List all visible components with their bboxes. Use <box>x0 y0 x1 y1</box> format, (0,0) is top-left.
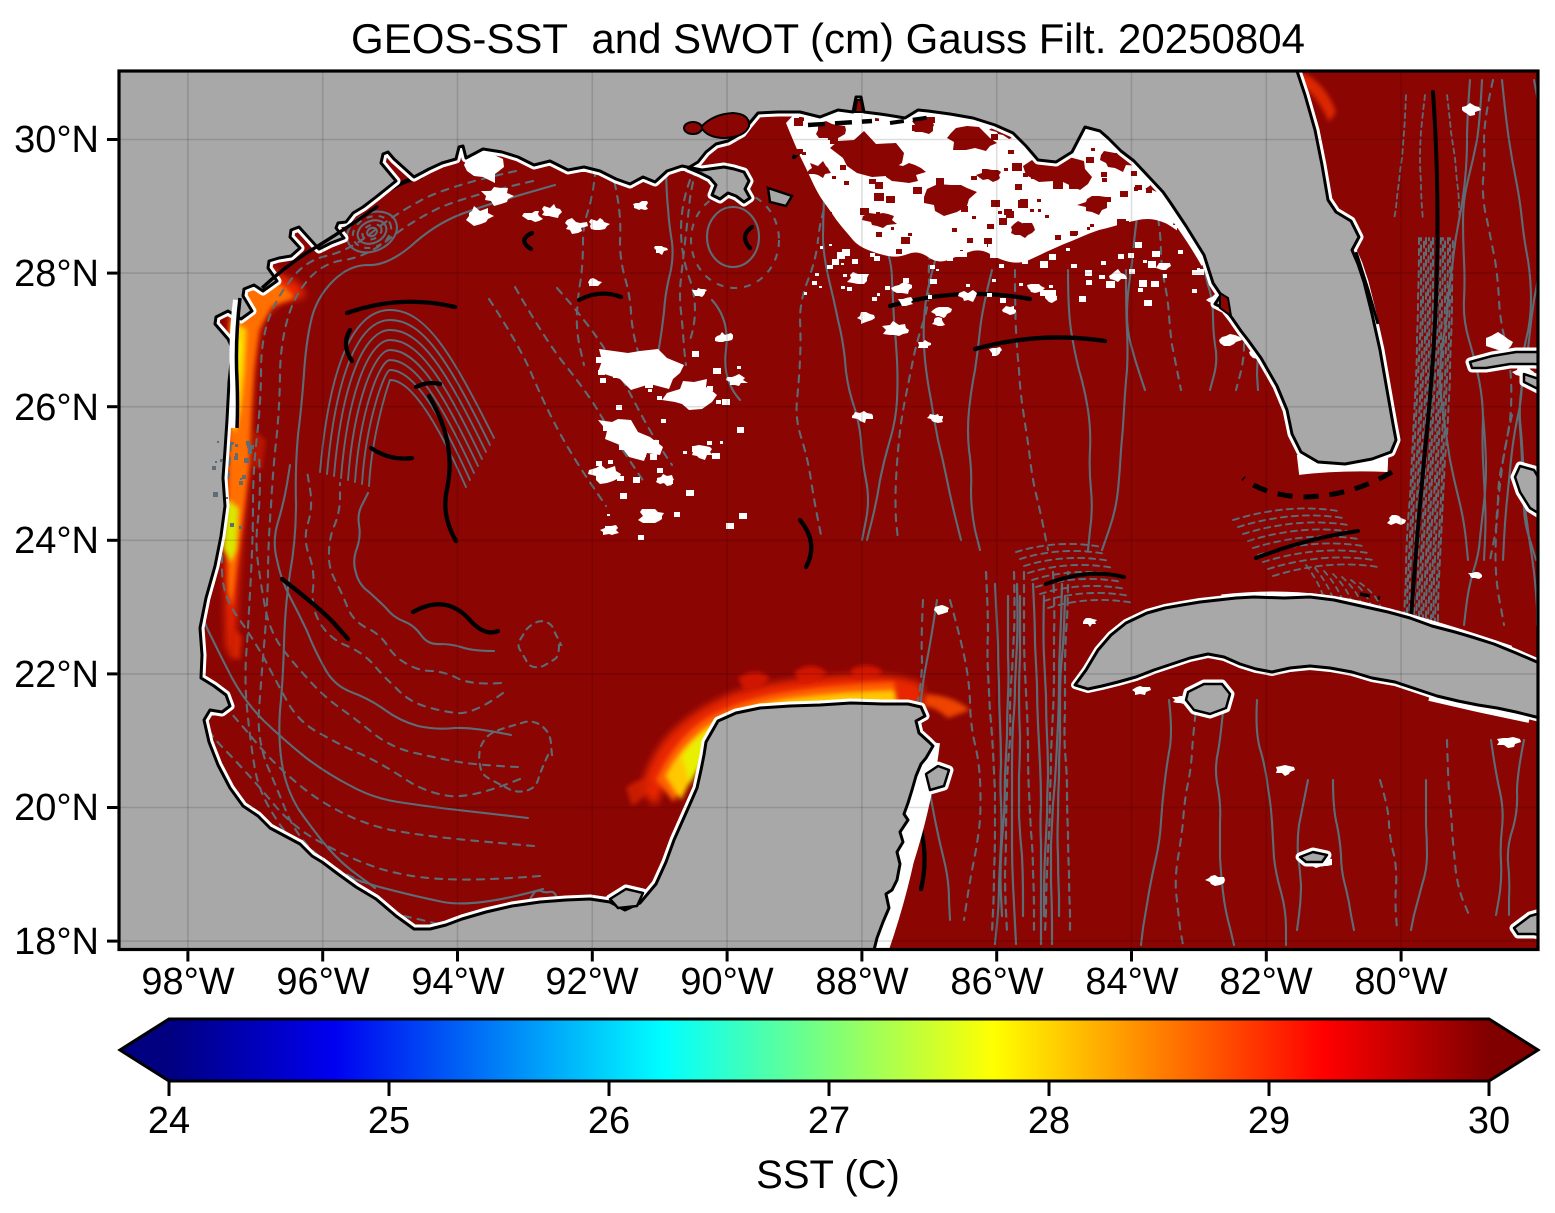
svg-text:29: 29 <box>1248 1100 1290 1142</box>
svg-text:30°N: 30°N <box>14 119 99 161</box>
svg-text:24°N: 24°N <box>14 520 99 562</box>
svg-text:22°N: 22°N <box>14 654 99 696</box>
svg-text:84°W: 84°W <box>1085 961 1178 1003</box>
svg-text:28: 28 <box>1028 1100 1070 1142</box>
svg-text:20°N: 20°N <box>14 787 99 829</box>
svg-text:SST (C): SST (C) <box>756 1153 900 1197</box>
svg-text:92°W: 92°W <box>545 961 638 1003</box>
svg-text:96°W: 96°W <box>276 961 369 1003</box>
svg-text:28°N: 28°N <box>14 253 99 295</box>
svg-text:90°W: 90°W <box>680 961 773 1003</box>
svg-text:80°W: 80°W <box>1354 961 1447 1003</box>
svg-text:26°N: 26°N <box>14 387 99 429</box>
svg-text:82°W: 82°W <box>1219 961 1312 1003</box>
svg-text:25: 25 <box>368 1100 410 1142</box>
svg-text:26: 26 <box>588 1100 630 1142</box>
svg-text:24: 24 <box>148 1100 190 1142</box>
svg-text:98°W: 98°W <box>141 961 234 1003</box>
svg-text:94°W: 94°W <box>411 961 504 1003</box>
svg-text:GEOS-SST and SWOT (cm) Gauss: GEOS-SST and SWOT (cm) Gauss Filt. 20250… <box>351 15 1305 62</box>
svg-text:18°N: 18°N <box>14 921 99 963</box>
svg-text:27: 27 <box>808 1100 850 1142</box>
svg-text:86°W: 86°W <box>950 961 1043 1003</box>
svg-text:30: 30 <box>1468 1100 1510 1142</box>
svg-text:88°W: 88°W <box>815 961 908 1003</box>
